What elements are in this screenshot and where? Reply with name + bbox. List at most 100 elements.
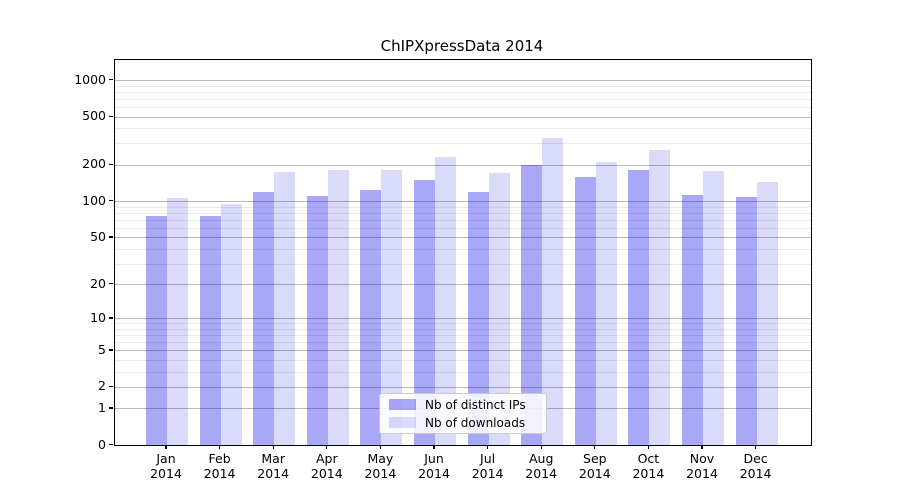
- y-tick-mark: [109, 349, 114, 351]
- y-tick-label: 1: [98, 399, 106, 415]
- x-tick-label-may: May 2014: [347, 451, 413, 481]
- x-tick-label-jul: Jul 2014: [455, 451, 521, 481]
- bar-downloads-jan: [167, 197, 188, 445]
- x-tick-month: Jun: [424, 451, 444, 466]
- y-tick-label: 500: [82, 108, 106, 124]
- bar-ips-sep: [574, 176, 596, 445]
- x-tick-label-oct: Oct 2014: [615, 451, 681, 481]
- y-tick-mark: [109, 407, 114, 409]
- bar-ips-mar: [253, 191, 275, 445]
- minor-gridline: [115, 219, 811, 221]
- bar-ips-jul: [467, 191, 489, 445]
- major-gridline: [115, 201, 811, 203]
- bar-ips-feb: [199, 216, 221, 445]
- minor-gridline: [115, 323, 811, 325]
- y-tick-label: 200: [82, 156, 106, 172]
- minor-gridline: [115, 85, 811, 87]
- bar-ips-nov: [682, 194, 703, 445]
- y-tick-label: 100: [82, 192, 106, 208]
- minor-gridline: [115, 106, 811, 108]
- y-tick-mark: [109, 444, 114, 446]
- bar-downloads-apr: [327, 170, 349, 445]
- x-tick-year: 2014: [150, 466, 182, 481]
- y-tick-label: 10: [90, 309, 106, 325]
- y-tick-mark: [109, 115, 114, 117]
- x-tick-month: Sep: [583, 451, 607, 466]
- major-gridline: [115, 350, 811, 352]
- minor-gridline: [115, 227, 811, 229]
- bar-ips-aug: [521, 164, 543, 445]
- bar-ips-jun: [414, 179, 435, 445]
- legend-swatch-downloads: [389, 417, 416, 428]
- bar-downloads-jul: [488, 173, 510, 445]
- bar-downloads-jun: [435, 157, 456, 445]
- x-tick-label-jan: Jan 2014: [133, 451, 199, 481]
- x-tick-mark: [272, 445, 274, 449]
- y-tick-mark: [109, 283, 114, 285]
- x-tick-mark: [487, 445, 489, 449]
- x-tick-month: Feb: [208, 451, 231, 466]
- y-tick-mark: [109, 385, 114, 388]
- x-tick-label-dec: Dec 2014: [723, 451, 789, 481]
- x-tick-year: 2014: [739, 466, 772, 481]
- bar-downloads-aug: [542, 138, 564, 445]
- minor-gridline: [115, 128, 811, 130]
- x-tick-label-feb: Feb 2014: [187, 451, 253, 481]
- x-tick-year: 2014: [578, 466, 611, 481]
- x-tick-mark: [326, 445, 328, 449]
- bar-downloads-may: [381, 170, 403, 445]
- x-tick-month: Oct: [637, 451, 660, 466]
- plot-area: Nb of distinct IPs Nb of downloads: [114, 59, 812, 446]
- major-gridline: [115, 80, 811, 81]
- x-tick-mark: [540, 445, 542, 449]
- x-tick-year: 2014: [525, 466, 558, 481]
- x-tick-month: Aug: [528, 451, 554, 466]
- x-tick-mark: [647, 445, 650, 449]
- x-tick-year: 2014: [203, 466, 236, 481]
- minor-gridline: [115, 371, 811, 373]
- x-tick-year: 2014: [364, 466, 397, 481]
- minor-gridline: [115, 335, 811, 337]
- major-gridline: [115, 284, 811, 286]
- y-tick-mark: [109, 317, 114, 319]
- y-tick-label: 5: [98, 341, 106, 357]
- x-tick-label-jun: Jun 2014: [401, 451, 467, 481]
- x-tick-mark: [433, 445, 435, 449]
- x-tick-mark: [594, 445, 596, 449]
- legend: Nb of distinct IPs Nb of downloads: [379, 393, 547, 434]
- x-tick-year: 2014: [418, 466, 450, 481]
- bar-ips-apr: [306, 196, 328, 445]
- legend-swatch-distinct-ips: [389, 399, 416, 410]
- minor-gridline: [115, 212, 811, 214]
- x-tick-year: 2014: [686, 466, 718, 481]
- bar-ips-dec: [735, 196, 757, 445]
- y-tick-mark: [109, 236, 114, 238]
- x-tick-mark: [379, 445, 382, 449]
- y-tick-label: 1000: [74, 71, 106, 87]
- minor-gridline: [115, 91, 811, 93]
- y-tick-label: 50: [90, 228, 106, 244]
- minor-gridline: [115, 263, 811, 265]
- bar-downloads-nov: [703, 170, 724, 445]
- minor-gridline: [115, 98, 811, 100]
- bar-downloads-dec: [756, 181, 778, 445]
- legend-entry-distinct-ips: Nb of distinct IPs: [380, 397, 546, 412]
- x-tick-label-sep: Sep 2014: [562, 451, 628, 481]
- x-tick-month: Jan: [156, 451, 176, 466]
- x-tick-label-mar: Mar 2014: [240, 451, 306, 481]
- minor-gridline: [115, 143, 811, 145]
- major-gridline: [115, 386, 811, 388]
- y-tick-label: 2: [98, 378, 106, 394]
- x-tick-month: Jul: [480, 451, 496, 466]
- bar-ips-jan: [146, 216, 167, 445]
- x-tick-year: 2014: [471, 466, 504, 481]
- legend-entry-downloads: Nb of downloads: [380, 415, 546, 430]
- x-tick-month: Apr: [315, 451, 338, 466]
- bar-downloads-mar: [274, 171, 296, 445]
- minor-gridline: [115, 248, 811, 250]
- bar-downloads-oct: [649, 150, 671, 445]
- y-tick-label: 0: [98, 436, 106, 452]
- x-tick-mark: [701, 445, 703, 449]
- x-tick-label-aug: Aug 2014: [508, 451, 574, 481]
